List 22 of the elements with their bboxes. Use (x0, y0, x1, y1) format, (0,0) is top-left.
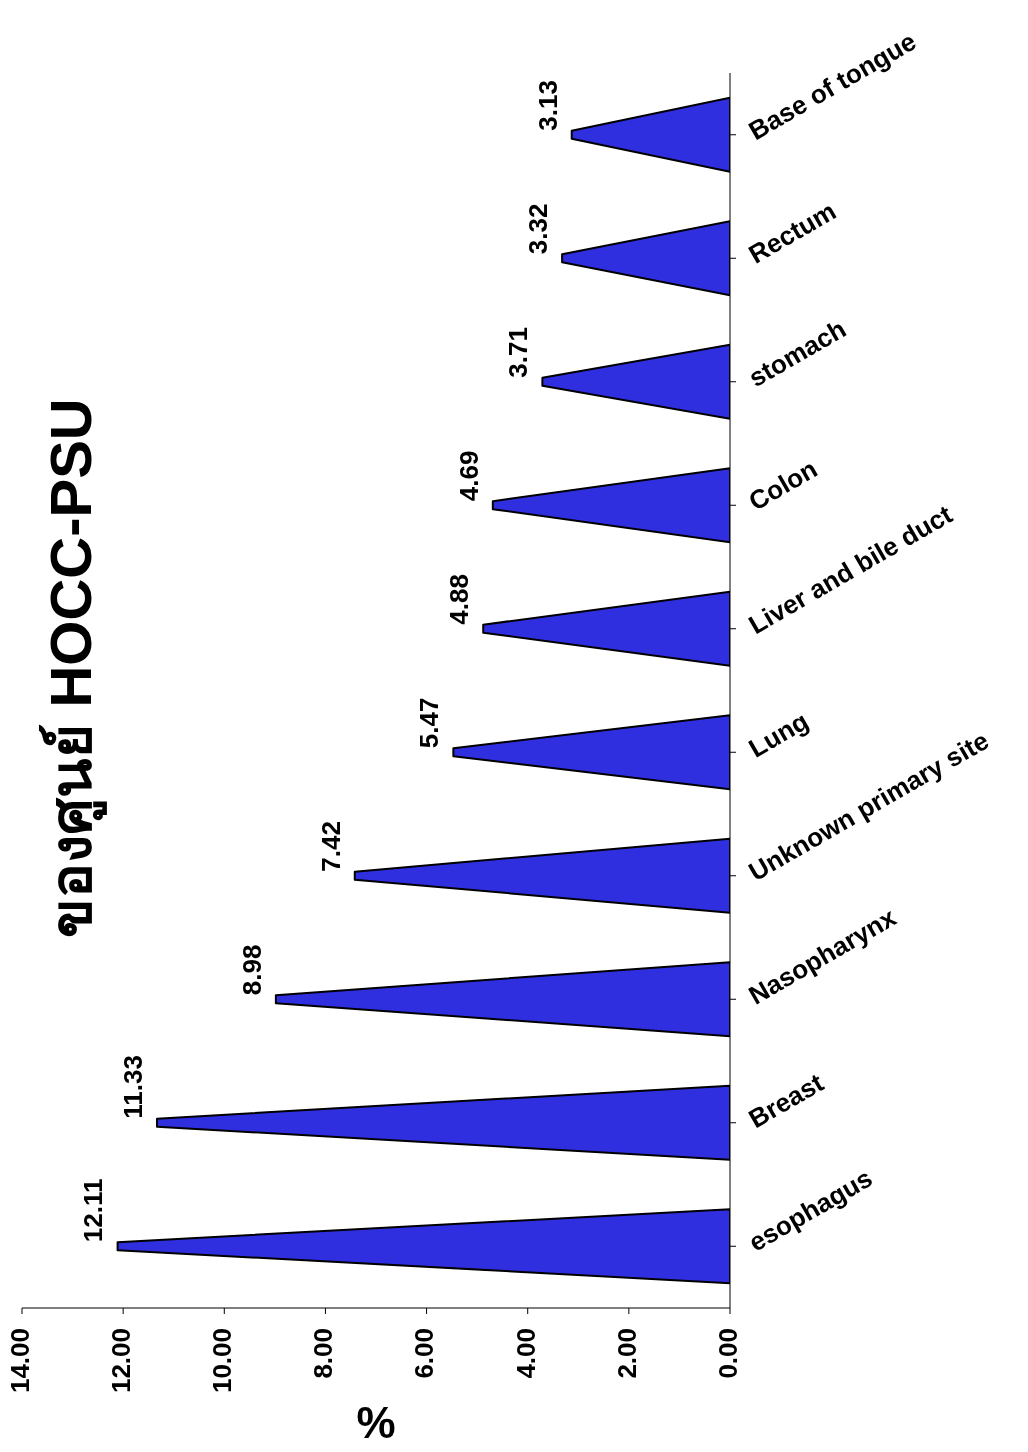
data-label: 3.71 (503, 327, 534, 378)
data-label: 4.88 (444, 574, 475, 625)
x-tick-label: 10.00 (207, 1328, 238, 1394)
data-label: 4.69 (453, 450, 484, 502)
data-label: 8.98 (236, 944, 267, 996)
y-tick-label: Lung (743, 705, 814, 764)
data-label: 7.42 (315, 821, 346, 872)
x-tick-label: 0.00 (712, 1328, 743, 1379)
x-tick-label: 14.00 (4, 1328, 35, 1394)
x-tick-label: 6.00 (409, 1328, 440, 1379)
x-tick-label: 8.00 (308, 1328, 339, 1379)
data-label: 5.47 (414, 697, 445, 749)
data-label: 3.32 (522, 203, 553, 255)
text: ของศูนย์ HOCC-PSU (36, 398, 108, 938)
x-tick-label: 4.00 (510, 1328, 541, 1379)
data-label: 12.11 (78, 1178, 109, 1243)
data-label: 11.33 (117, 1055, 148, 1119)
x-tick-label: 2.00 (611, 1328, 642, 1379)
x-tick-label: 12.00 (106, 1328, 137, 1394)
y-tick-label: Colon (743, 453, 823, 517)
x-axis-title: % (356, 1397, 396, 1447)
data-label: 3.13 (532, 80, 563, 131)
